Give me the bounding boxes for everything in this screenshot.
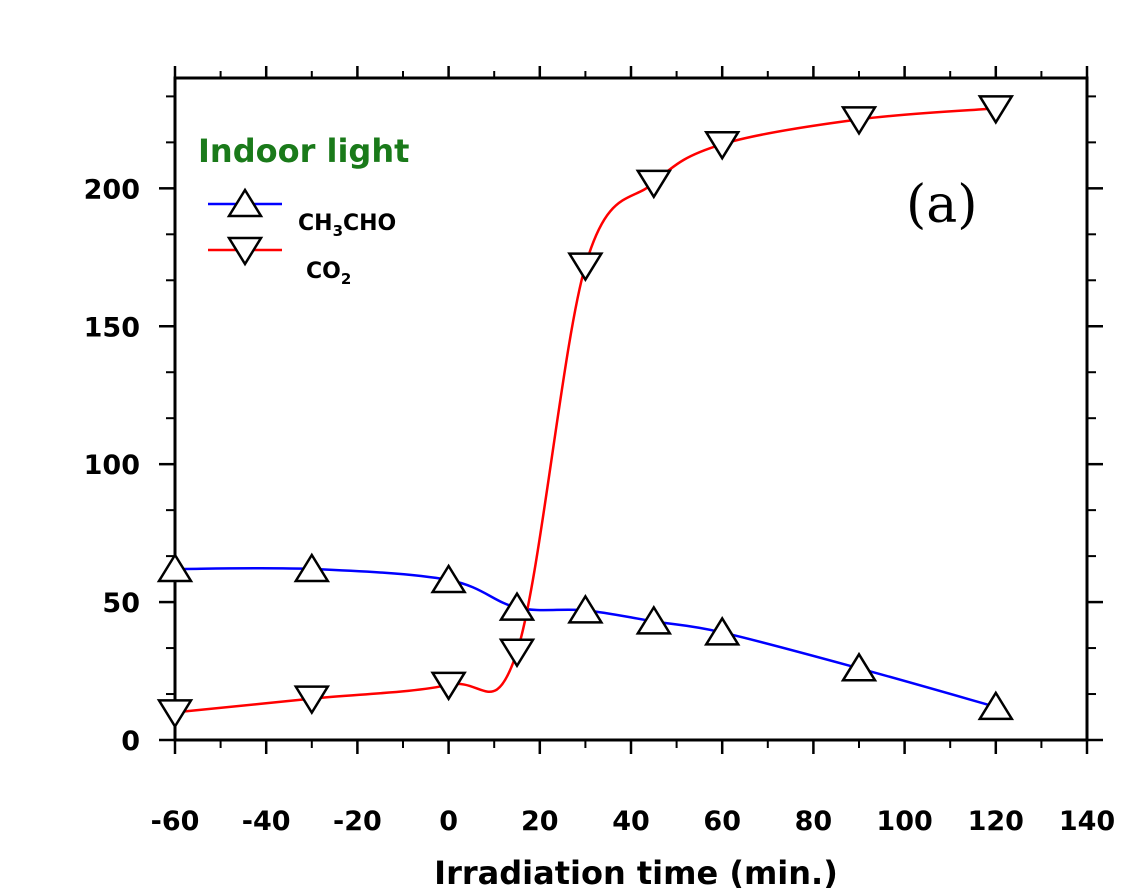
- data-markers: [156, 95, 1015, 729]
- axis-ticks: [159, 66, 1103, 754]
- y-tick-label: 50: [102, 588, 140, 619]
- data-point-ch3cho: [293, 552, 331, 583]
- data-point-co2: [498, 638, 536, 669]
- x-tick-label: 140: [1059, 806, 1115, 837]
- x-tick-label: 0: [439, 806, 458, 837]
- data-point-co2: [567, 252, 604, 282]
- x-tick-label: -60: [151, 806, 200, 837]
- legend-marker-ch3cho: [226, 187, 264, 218]
- legend: CH3CHO CO2: [208, 187, 396, 288]
- data-point-co2: [703, 130, 741, 161]
- y-tick-label: 100: [84, 450, 140, 481]
- data-point-ch3cho: [840, 651, 878, 682]
- data-point-ch3cho: [567, 593, 604, 624]
- x-tick-label: -20: [333, 806, 382, 837]
- x-axis-label: Irradiation time (min.): [434, 854, 838, 888]
- legend-co2-sub: 2: [341, 270, 351, 288]
- data-point-co2: [430, 671, 467, 702]
- legend-label-co2: CO2: [306, 259, 351, 288]
- x-tick-label: -40: [242, 806, 291, 837]
- data-point-ch3cho: [430, 563, 467, 594]
- legend-co2-main: CO: [306, 259, 341, 284]
- series-line-co2: [174, 107, 996, 714]
- data-point-ch3cho: [977, 690, 1015, 721]
- x-tick-label: 80: [795, 806, 833, 837]
- tick-labels: -60 -40 -20 0 20 40 60 80 100 120 140 0 50 100 150 200: [84, 174, 1116, 837]
- data-point-ch3cho: [635, 605, 673, 635]
- legend-ch3cho-main: CH: [298, 211, 333, 236]
- x-tick-label: 20: [521, 806, 559, 837]
- x-tick-label: 60: [703, 806, 741, 837]
- data-point-co2: [977, 95, 1015, 125]
- legend-ch3cho-sub: 3: [333, 222, 343, 240]
- data-point-ch3cho: [498, 591, 536, 621]
- legend-label-ch3cho: CH3CHO: [298, 211, 396, 240]
- data-point-ch3cho: [703, 616, 741, 646]
- data-point-co2: [840, 106, 878, 136]
- y-tick-label: 0: [121, 726, 140, 757]
- data-point-co2: [156, 699, 194, 729]
- chart-title: Indoor light: [198, 132, 409, 170]
- data-point-ch3cho: [156, 552, 194, 583]
- data-point-co2: [635, 169, 673, 200]
- data-point-co2: [293, 685, 331, 716]
- legend-marker-co2: [226, 236, 264, 267]
- x-tick-label: 40: [612, 806, 650, 837]
- panel-label: (a): [906, 175, 978, 235]
- y-tick-label: 200: [84, 174, 140, 205]
- y-tick-label: 150: [84, 312, 140, 343]
- x-tick-label: 120: [968, 806, 1024, 837]
- x-tick-label: 100: [876, 806, 932, 837]
- legend-ch3cho-tail: CHO: [343, 211, 396, 236]
